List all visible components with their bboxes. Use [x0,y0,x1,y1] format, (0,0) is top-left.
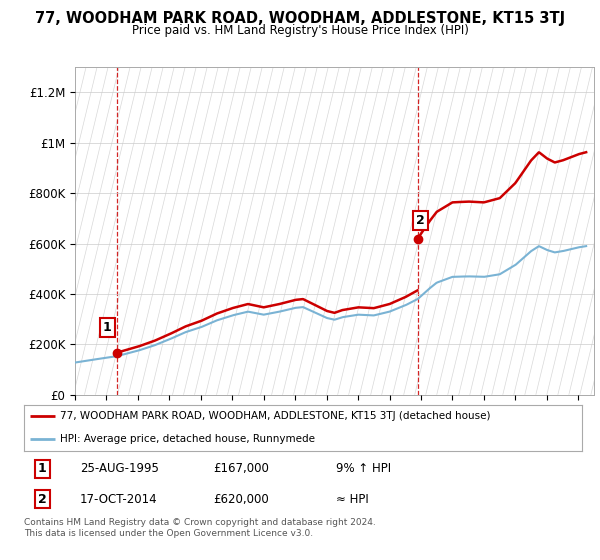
Text: 77, WOODHAM PARK ROAD, WOODHAM, ADDLESTONE, KT15 3TJ (detached house): 77, WOODHAM PARK ROAD, WOODHAM, ADDLESTO… [60,412,491,421]
Text: £167,000: £167,000 [214,463,269,475]
Text: 2: 2 [38,493,47,506]
Text: 9% ↑ HPI: 9% ↑ HPI [337,463,392,475]
Text: ≈ HPI: ≈ HPI [337,493,369,506]
Text: 2: 2 [416,214,425,227]
Text: 77, WOODHAM PARK ROAD, WOODHAM, ADDLESTONE, KT15 3TJ: 77, WOODHAM PARK ROAD, WOODHAM, ADDLESTO… [35,11,565,26]
Text: This data is licensed under the Open Government Licence v3.0.: This data is licensed under the Open Gov… [24,529,313,538]
Text: 1: 1 [38,463,47,475]
Text: 17-OCT-2014: 17-OCT-2014 [80,493,157,506]
Text: 25-AUG-1995: 25-AUG-1995 [80,463,158,475]
Text: Price paid vs. HM Land Registry's House Price Index (HPI): Price paid vs. HM Land Registry's House … [131,24,469,36]
Text: 1: 1 [103,321,112,334]
Text: Contains HM Land Registry data © Crown copyright and database right 2024.: Contains HM Land Registry data © Crown c… [24,518,376,527]
Text: £620,000: £620,000 [214,493,269,506]
Text: HPI: Average price, detached house, Runnymede: HPI: Average price, detached house, Runn… [60,435,315,444]
